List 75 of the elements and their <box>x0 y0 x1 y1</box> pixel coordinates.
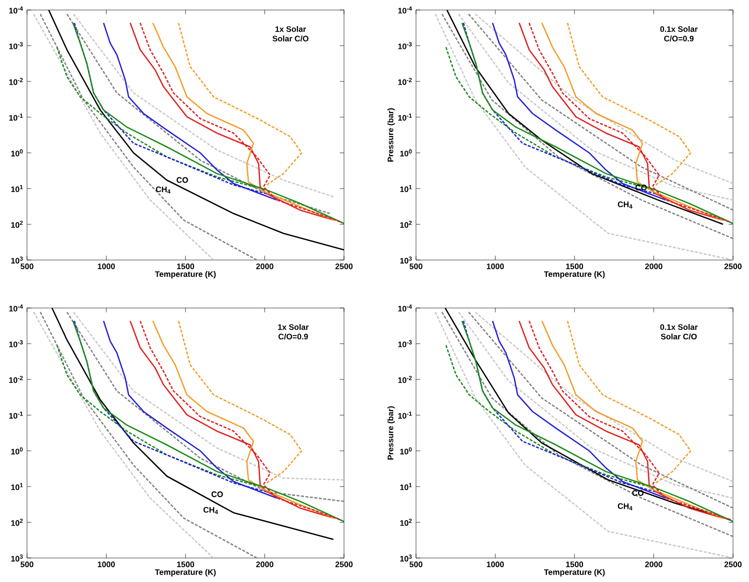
x-tick-label: 1000 <box>486 264 504 270</box>
annotation: 0.1x Solar <box>660 26 698 32</box>
y-tick-label: 10$^{1}$ <box>400 483 412 490</box>
y-tick-label: 10$^{3}$ <box>11 554 23 562</box>
annotation: CH$_{4}$ <box>204 507 218 514</box>
y-tick-label: 10$^{-1}$ <box>398 412 412 419</box>
y-tick-label: 10$^{-4}$ <box>398 304 412 312</box>
x-tick-label: 1000 <box>486 562 504 568</box>
y-tick-label: 10$^{1}$ <box>11 483 23 490</box>
annotation: Solar C/O <box>660 334 697 340</box>
y-tick-label: 10$^{1}$ <box>400 185 412 192</box>
annotation: CO <box>176 177 188 183</box>
x-tick-label: 2500 <box>335 264 353 270</box>
y-tick-label: 10$^{2}$ <box>400 518 412 526</box>
x-tick-label: 1000 <box>98 264 115 270</box>
y-tick-label: 10$^{-2}$ <box>398 376 412 383</box>
x-tick-label: 500 <box>410 562 422 568</box>
y-tick-label: 10$^{0}$ <box>11 447 23 454</box>
y-tick-label: 10$^{3}$ <box>400 554 412 562</box>
y-tick-label: 10$^{-4}$ <box>9 6 23 14</box>
x-axis-title: Temperature (K) <box>544 569 605 577</box>
y-axis-title: Pressure (bar) <box>387 406 395 460</box>
y-tick-label: 10$^{-1}$ <box>9 412 23 419</box>
y-tick-label: 10$^{-2}$ <box>9 376 23 383</box>
y-tick-label: 10$^{2}$ <box>11 220 23 228</box>
x-tick-label: 2500 <box>335 562 353 568</box>
y-tick-label: 10$^{3}$ <box>400 256 412 264</box>
annotation: Solar C/O <box>272 36 308 42</box>
y-tick-label: 10$^{2}$ <box>11 518 23 526</box>
x-tick-label: 2000 <box>256 562 274 568</box>
y-tick-label: 10$^{-2}$ <box>9 78 23 85</box>
x-axis-title: Temperature (K) <box>155 271 216 279</box>
annotation: CO <box>212 491 223 498</box>
x-axis-title: Temperature (K) <box>544 271 605 279</box>
annotation: 0.1x Solar <box>660 324 698 330</box>
x-tick-label: 500 <box>20 264 34 270</box>
annotation: CH$_{4}$ <box>618 202 632 208</box>
y-tick-label: 10$^{0}$ <box>400 447 412 454</box>
y-tick-label: 10$^{-3}$ <box>398 42 412 50</box>
x-tick-label: 2000 <box>645 562 662 568</box>
x-tick-label: 2000 <box>256 264 274 270</box>
annotation: 1x Solar <box>275 26 306 32</box>
x-tick-label: 1500 <box>566 264 584 270</box>
x-tick-label: 500 <box>20 562 34 568</box>
line-series <box>40 13 258 260</box>
annotation: C/O=0.9 <box>278 334 308 340</box>
x-tick-label: 2500 <box>724 264 742 270</box>
line-series <box>40 311 258 558</box>
annotation: CH$_{4}$ <box>618 503 632 510</box>
x-tick-label: 500 <box>410 264 422 270</box>
y-tick-label: 10$^{1}$ <box>11 185 23 192</box>
y-axis-title: Pressure (bar) <box>387 108 395 162</box>
y-tick-label: 10$^{0}$ <box>11 149 23 156</box>
y-tick-label: 10$^{-3}$ <box>9 340 23 348</box>
y-tick-label: 10$^{3}$ <box>11 256 23 264</box>
annotation: CH$_{4}$ <box>156 186 170 194</box>
y-tick-label: 10$^{-2}$ <box>398 78 412 85</box>
y-tick-label: 10$^{0}$ <box>400 149 412 156</box>
x-tick-label: 1500 <box>177 562 194 568</box>
x-tick-label: 1500 <box>177 264 194 270</box>
y-tick-label: 10$^{-1}$ <box>9 114 23 121</box>
y-tick-label: 10$^{-4}$ <box>9 304 23 312</box>
line-series <box>33 13 214 260</box>
x-tick-label: 2500 <box>724 562 742 568</box>
annotation: C/O=0.9 <box>664 36 694 42</box>
y-tick-label: 10$^{-3}$ <box>398 340 412 348</box>
x-tick-label: 1500 <box>566 562 584 568</box>
y-tick-label: 10$^{-3}$ <box>9 42 23 50</box>
y-tick-label: 10$^{2}$ <box>400 220 412 228</box>
annotation: 1x Solar <box>278 324 309 330</box>
x-axis-title: Temperature (K) <box>155 569 216 577</box>
x-tick-label: 2000 <box>645 264 662 270</box>
x-tick-label: 1000 <box>98 562 115 568</box>
y-tick-label: 10$^{-4}$ <box>398 6 412 14</box>
y-tick-label: 10$^{-1}$ <box>398 114 412 121</box>
